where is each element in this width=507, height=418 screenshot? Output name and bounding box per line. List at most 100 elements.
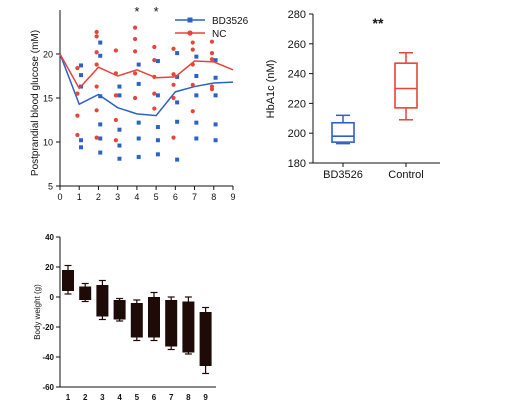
data-point-bd3526	[213, 122, 218, 127]
weight-y-axis-label: Body weight (g)	[33, 284, 42, 340]
data-point-nc	[190, 82, 195, 87]
data-point-nc	[171, 72, 176, 77]
data-point-nc	[113, 117, 118, 123]
glucose-y-tick-label: 15	[43, 94, 53, 104]
bar-group-4	[113, 300, 126, 320]
data-point-bd3526	[194, 54, 199, 59]
weight-x-tick-label: 9	[203, 393, 208, 402]
data-point-nc	[209, 57, 215, 62]
glucose-x-tick-label: 1	[77, 192, 82, 202]
data-point-bd3526	[213, 75, 218, 80]
data-point-bd3526	[213, 58, 218, 63]
bar-group-5	[130, 303, 143, 338]
data-point-nc	[190, 40, 195, 45]
data-point-nc	[132, 49, 138, 54]
data-point-bd3526	[155, 125, 160, 130]
glucose-y-tick-label: 10	[43, 138, 53, 148]
data-point-nc	[132, 36, 138, 42]
data-point-nc	[171, 135, 176, 140]
weight-y-tick-label: 20	[45, 263, 54, 272]
data-point-bd3526	[79, 73, 84, 78]
body-weight-chart: 40 20 0 -20 -40 -60 1 2 3 4 5 6 7 8 9 Body weight (g)	[33, 233, 216, 402]
glucose-legend: BD3526 NC	[175, 16, 249, 40]
bar-group-8	[182, 301, 195, 353]
data-point-bd3526	[98, 40, 103, 45]
data-point-bd3526	[213, 93, 218, 98]
data-point-nc	[94, 62, 99, 67]
weight-y-tick-label: -60	[42, 383, 54, 392]
data-point-bd3526	[175, 157, 180, 162]
hba1c-y-tick-label: 240	[288, 69, 306, 81]
data-point-nc	[75, 91, 80, 96]
data-point-nc	[171, 95, 176, 101]
legend-marker-bd3526	[187, 17, 193, 23]
data-point-bd3526	[117, 143, 122, 148]
hba1c-y-tick-label: 280	[288, 9, 306, 21]
significance-mark: *	[154, 4, 159, 19]
data-point-nc	[94, 135, 99, 140]
weight-y-tick-label: 0	[50, 293, 55, 302]
data-point-nc	[75, 132, 80, 138]
data-point-bd3526	[155, 138, 160, 143]
data-point-nc	[152, 44, 157, 50]
data-point-nc	[171, 46, 176, 51]
data-point-nc	[75, 113, 80, 118]
data-point-bd3526	[98, 150, 103, 155]
weight-x-tick-label: 1	[66, 393, 71, 402]
glucose-y-tick-label: 5	[48, 182, 53, 192]
bar-group-1	[62, 270, 74, 291]
data-point-bd3526	[117, 93, 122, 98]
data-point-bd3526	[117, 156, 122, 161]
glucose-chart: 5 10 15 20 0 1 2 3 4 5 6 7 8 9 Postprandial blood gl…	[30, 4, 249, 202]
data-point-bd3526	[155, 152, 160, 157]
glucose-y-axis-label: Postprandial blood glucose (mM)	[30, 30, 41, 176]
bar-group-6	[148, 297, 160, 338]
data-point-nc	[190, 62, 195, 67]
data-point-bd3526	[98, 136, 103, 141]
data-point-nc	[75, 65, 80, 71]
glucose-x-tick-label: 0	[57, 192, 62, 202]
data-point-bd3526	[136, 120, 141, 125]
bar-group-9	[199, 312, 212, 366]
data-point-bd3526	[98, 122, 103, 127]
bar-group-7	[165, 300, 178, 347]
glucose-x-tick-label: 3	[115, 192, 120, 202]
data-point-bd3526	[98, 53, 103, 58]
data-point-bd3526	[194, 74, 199, 78]
glucose-x-tick-label: 4	[134, 192, 139, 202]
legend-label-nc: NC	[212, 29, 226, 40]
hba1c-x-tick-label: Control	[388, 169, 423, 181]
box-bd3526	[331, 121, 355, 143]
mean-line-nc	[59, 53, 234, 90]
data-point-nc	[132, 71, 138, 76]
hba1c-y-tick-label: 220	[288, 98, 306, 110]
weight-x-tick-label: 4	[117, 393, 122, 402]
data-point-bd3526	[136, 154, 141, 159]
hba1c-significance: **	[373, 15, 384, 31]
hba1c-y-axis-label: HbA1c (nM)	[265, 60, 277, 119]
data-point-nc	[113, 48, 118, 53]
glucose-x-tick-label: 8	[211, 192, 216, 202]
data-point-bd3526	[155, 93, 160, 98]
data-point-bd3526	[194, 136, 199, 141]
weight-y-tick-label: 40	[45, 233, 54, 242]
data-point-nc	[152, 74, 157, 79]
data-point-nc	[190, 47, 195, 52]
data-point-nc	[94, 108, 99, 113]
significance-mark: *	[134, 4, 139, 19]
weight-x-tick-label: 8	[186, 393, 191, 402]
weight-x-tick-label: 3	[100, 393, 105, 402]
data-point-nc	[94, 84, 99, 89]
data-point-bd3526	[175, 100, 180, 105]
data-point-bd3526	[79, 63, 84, 68]
data-point-nc	[113, 71, 118, 76]
data-point-bd3526	[98, 94, 103, 99]
glucose-x-tick-label: 7	[192, 192, 197, 202]
glucose-x-tick-label: 5	[154, 192, 159, 202]
data-point-bd3526	[175, 51, 180, 56]
data-point-nc	[190, 109, 195, 114]
bar-group-2	[79, 286, 92, 300]
data-point-nc	[152, 91, 157, 96]
hba1c-y-tick-label: 260	[288, 39, 306, 51]
data-point-nc	[113, 138, 118, 143]
